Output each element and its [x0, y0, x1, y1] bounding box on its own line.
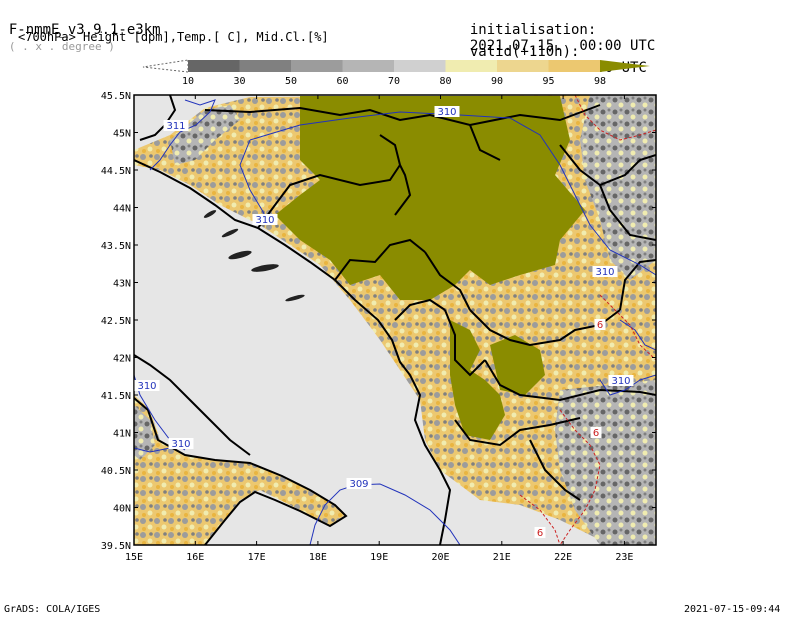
contour-label-bg	[592, 266, 618, 277]
model-title: F-nmmE_v3.9.1-e3km ( . x . degree )	[0, 6, 161, 54]
colorbar-label: 98	[594, 76, 606, 87]
contour-label: 310	[137, 381, 156, 392]
colorbar-segment	[342, 60, 394, 72]
lon-tick-label: 21E	[493, 552, 511, 563]
contour-label: 6	[593, 428, 599, 439]
contour-label: 310	[255, 215, 274, 226]
footer-credit: GrADS: COLA/IGES	[4, 604, 101, 615]
colorbar-segment	[188, 60, 240, 72]
contour-label-bg	[594, 319, 606, 330]
contour-label-bg	[252, 214, 278, 225]
fields-title: <700hPa> Height [dpm],Temp.[ C], Mid.Cl.…	[18, 30, 329, 44]
longitude-axis: 15E 16E 17E 18E 19E 20E 21E 22E 23E	[125, 95, 633, 563]
colorbar-label: 30	[233, 76, 245, 87]
lat-tick-label: 45.5N	[101, 91, 131, 102]
lat-tick-label: 41.5N	[101, 391, 131, 402]
contour-label: 6	[537, 528, 543, 539]
colorbar-segment	[239, 60, 291, 72]
contour-label-bg	[534, 527, 546, 538]
colorbar-label: 10	[182, 76, 194, 87]
colorbar-label: 50	[285, 76, 297, 87]
contour-label: 310	[611, 376, 630, 387]
lon-tick-label: 16E	[186, 552, 204, 563]
colorbar-label: 80	[439, 76, 451, 87]
contour-label-bg	[134, 380, 160, 391]
contour-labels: 310 311 310 310 310 310 310 309 6 6 6	[134, 106, 634, 539]
grid-info: ( . x . degree )	[8, 40, 115, 53]
lon-tick-label: 19E	[370, 552, 388, 563]
colorbar-segment	[497, 60, 549, 72]
lat-tick-label: 42N	[113, 354, 131, 365]
colorbar-upper-arrow	[600, 60, 650, 72]
lat-tick-label: 40.5N	[101, 466, 131, 477]
contour-label-bg	[346, 478, 372, 489]
colorbar-label: 90	[491, 76, 503, 87]
contour-label: 310	[595, 267, 614, 278]
lon-tick-label: 17E	[248, 552, 266, 563]
lat-tick-label: 43.5N	[101, 241, 131, 252]
lon-tick-label: 22E	[554, 552, 572, 563]
lat-tick-label: 41N	[113, 429, 131, 440]
colorbar-label: 70	[388, 76, 400, 87]
lat-tick-label: 42.5N	[101, 316, 131, 327]
coastline-italy	[134, 397, 348, 545]
footer-timestamp: 2021-07-15-09:44	[684, 604, 781, 615]
init-value: 2021.07.15. 00:00 UTC	[469, 38, 656, 54]
contour-label-bg	[434, 106, 460, 117]
valid-label: valid(+110h):	[469, 44, 580, 60]
contour-label: 6	[597, 320, 603, 331]
country-borders	[204, 104, 656, 501]
contour-label-bg	[590, 427, 602, 438]
islands	[203, 210, 305, 302]
cloud-dense-south	[450, 320, 505, 440]
lat-tick-label: 43N	[113, 279, 131, 290]
temperature-contours	[519, 95, 656, 545]
model-name: F-nmmE_v3.9.1-e3km	[8, 22, 161, 38]
lon-tick-label: 23E	[615, 552, 633, 563]
contour-label-bg	[608, 375, 634, 386]
land-italy	[134, 395, 345, 545]
coastline-italy-north	[134, 354, 251, 456]
contour-label-bg	[168, 438, 194, 449]
colorbar-segment	[394, 60, 446, 72]
latitude-axis: 45.5N 45N 44.5N 44N 43.5N 43N 42.5N 42N 41.5N 41N…	[101, 91, 656, 552]
lon-tick-label: 15E	[125, 552, 143, 563]
lon-tick-label: 20E	[431, 552, 449, 563]
init-label: initialisation:	[469, 22, 597, 38]
contour-label: 311	[166, 121, 185, 132]
init-line: initialisation: 2021.07.15. 00:00 UTC	[453, 6, 655, 54]
colorbar-label: 60	[336, 76, 348, 87]
colorbar-label: 95	[542, 76, 554, 87]
cloud-fringe-southeast	[555, 380, 656, 545]
colorbar: 10 30 50 60 70 80 90 95 98	[142, 59, 650, 87]
lat-tick-label: 44N	[113, 204, 131, 215]
lat-tick-label: 44.5N	[101, 166, 131, 177]
land-italy-grey	[134, 405, 155, 460]
coastline-east-adriatic	[134, 159, 452, 545]
cloud-fringe-east	[580, 95, 656, 280]
colorbar-segment	[291, 60, 343, 72]
cloud-fringe-northwest	[170, 105, 240, 165]
contour-label: 309	[349, 479, 368, 490]
lat-tick-label: 39.5N	[101, 541, 131, 552]
map-content	[134, 95, 656, 545]
cloud-dense-east	[490, 335, 545, 395]
contour-label-bg	[163, 120, 189, 131]
lat-tick-label: 40N	[113, 504, 131, 515]
lat-tick-label: 45N	[113, 129, 131, 140]
colorbar-segment	[548, 60, 600, 72]
colorbar-segment	[445, 60, 497, 72]
contour-label: 310	[171, 439, 190, 450]
cloud-dense-core	[275, 96, 585, 300]
lon-tick-label: 18E	[309, 552, 327, 563]
contour-label: 310	[437, 107, 456, 118]
